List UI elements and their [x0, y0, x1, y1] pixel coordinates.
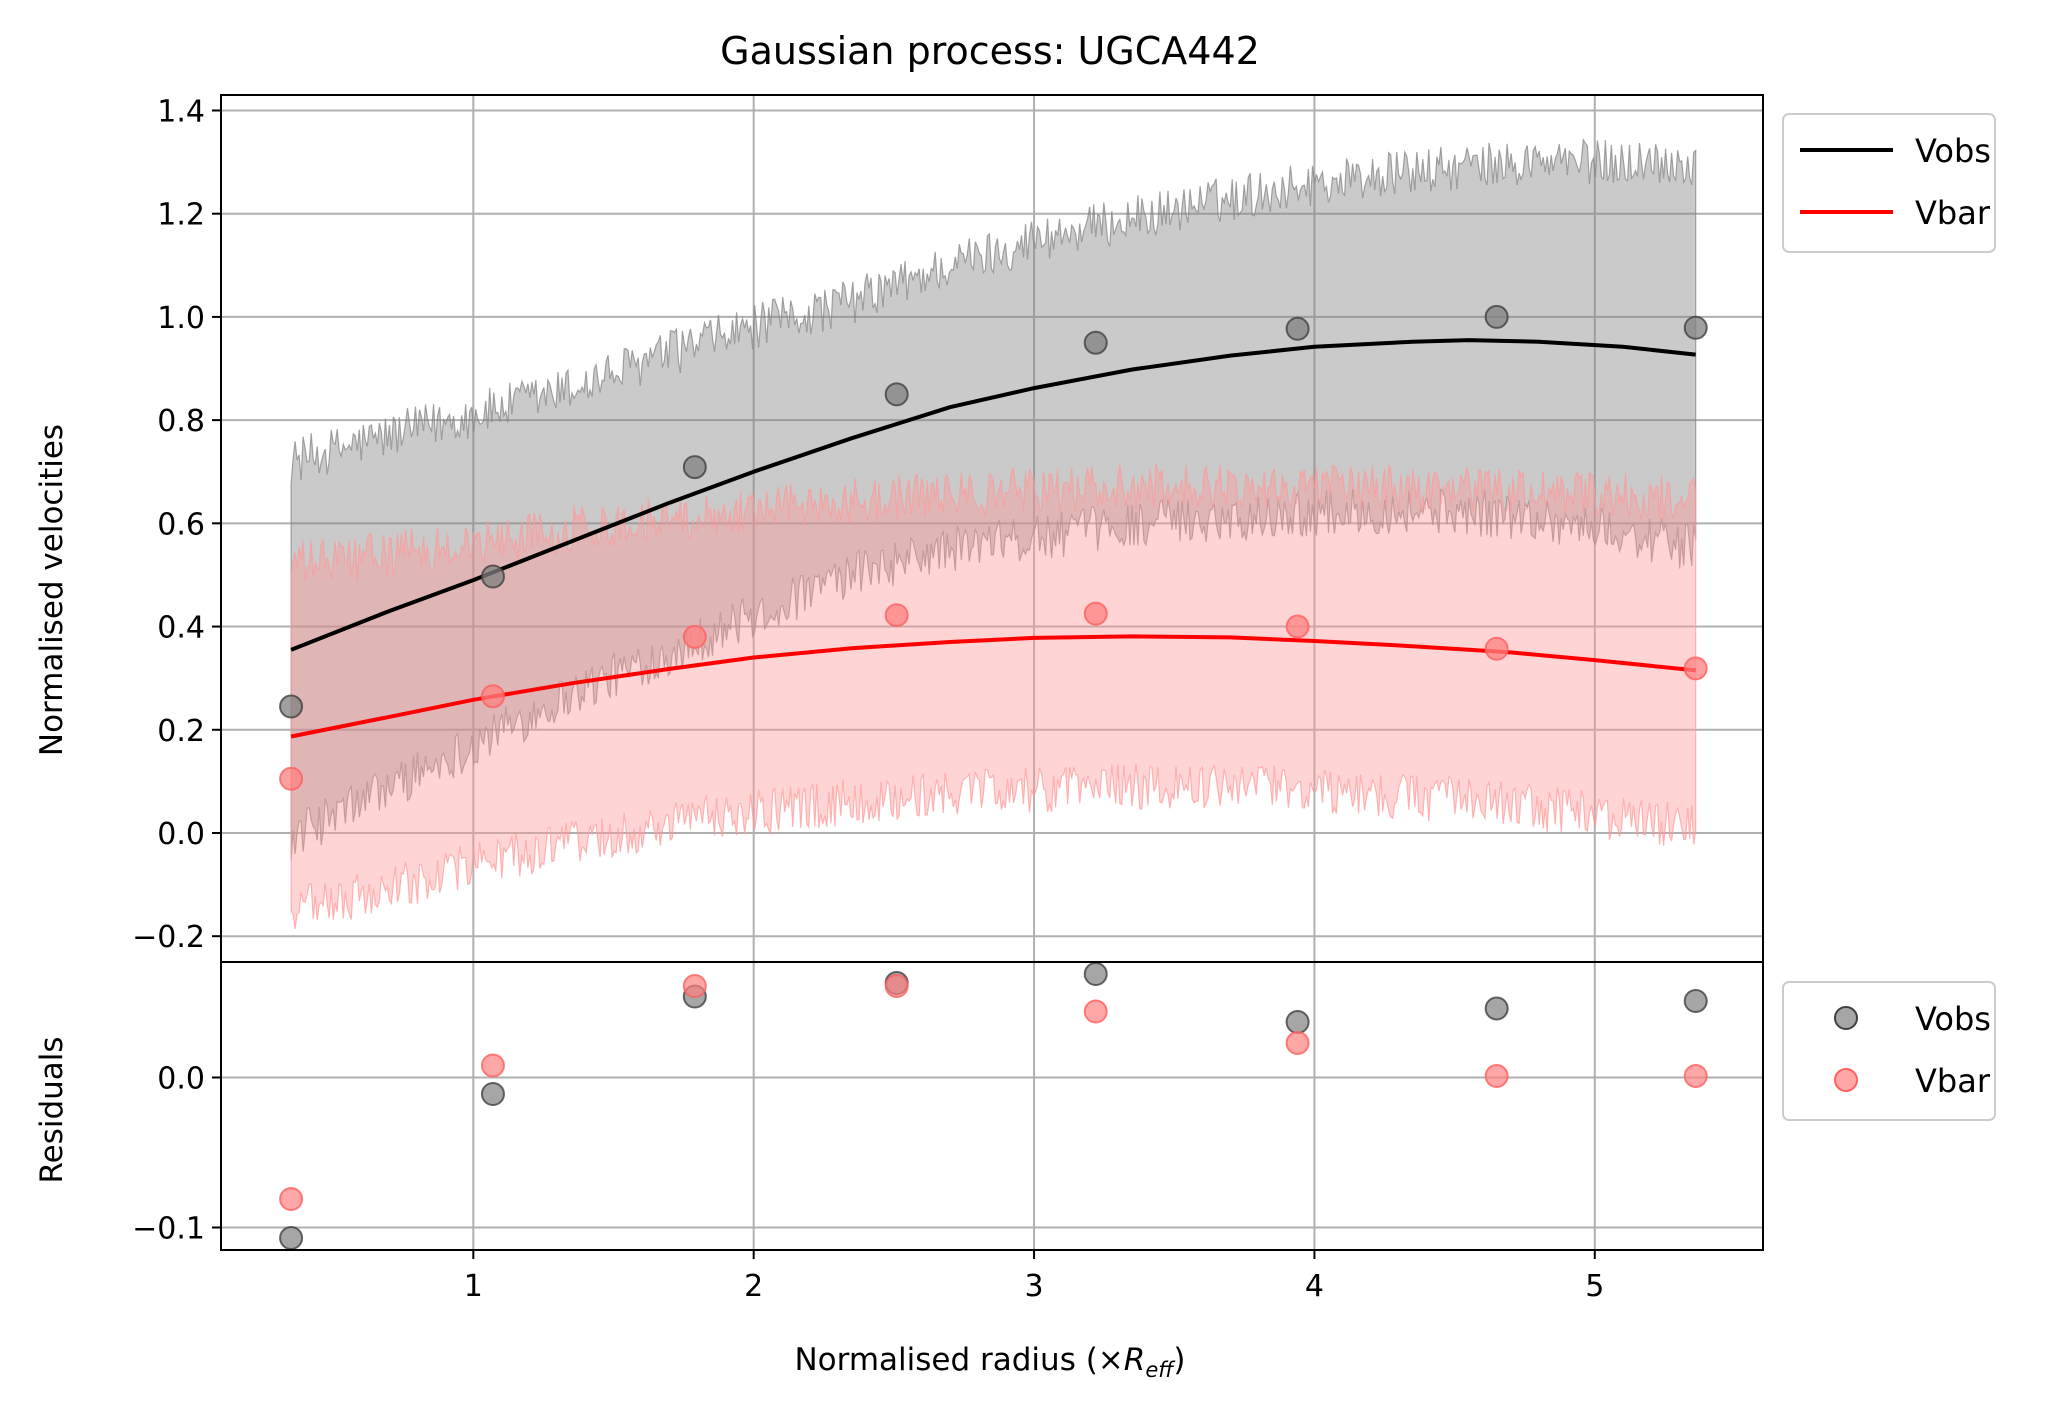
x-axis-label-text: Normalised radius (× [794, 1342, 1123, 1378]
main-y-tick-label: 0.0 [157, 817, 205, 852]
residuals-y-tick-label: −0.1 [132, 1212, 205, 1247]
x-axis-label: Normalised radius (×Reff) [794, 1342, 1185, 1382]
vobs-data-point [480, 564, 505, 589]
residuals-y-tick-label: 0.0 [157, 1062, 205, 1097]
main-bands [290, 137, 1697, 929]
vobs-residual-point [279, 1226, 304, 1250]
vbar-mean-line [290, 634, 1696, 739]
vobs-data-point [682, 455, 707, 480]
vobs-data-point [1083, 330, 1108, 355]
residuals-panel: −0.1 0.0 1 2 3 4 5 [132, 961, 1764, 1304]
main-y-tick-label: −0.2 [132, 920, 205, 955]
vobs-residual-point [1683, 989, 1708, 1013]
vobs-data-point [1285, 316, 1310, 341]
vobs-residual-point [1484, 996, 1509, 1021]
x-axis-label-close: ) [1173, 1342, 1185, 1378]
vbar-confidence-band [290, 463, 1697, 929]
vbar-legend-label: Vbar [1915, 194, 1991, 232]
vbar-residual-point [1683, 1064, 1708, 1088]
vobs-legend-label: Vobs [1915, 132, 1991, 170]
vobs-residual-point [1285, 1010, 1310, 1034]
vobs-legend-label: Vobs [1915, 1000, 1991, 1038]
vbar-legend-marker [1834, 1068, 1858, 1092]
main-y-axis-label: Normalised velocities [34, 424, 70, 756]
main-y-tick-label: 1.4 [157, 94, 205, 129]
vobs-residual-point [480, 1082, 505, 1106]
x-tick-label: 3 [1025, 1269, 1044, 1304]
vbar-residual-point [682, 974, 707, 998]
vobs-data-point [279, 694, 304, 719]
x-tick-label: 5 [1585, 1269, 1604, 1304]
vbar-residual-point [884, 974, 909, 998]
residuals-grid [221, 962, 1763, 1250]
vobs-data-point [1683, 315, 1708, 340]
vobs-data-point [1484, 304, 1509, 329]
residuals-y-axis-label: Residuals [34, 1036, 70, 1183]
vbar-residual-point [1285, 1031, 1310, 1055]
vbar-residual-point [480, 1053, 505, 1078]
vbar-data-point [279, 766, 304, 791]
x-axis-label-subscript: eff [1145, 1358, 1176, 1382]
vobs-data-point [884, 382, 909, 407]
chart-title: Gaussian process: UGCA442 [720, 29, 1260, 73]
vbar-legend-label: Vbar [1915, 1062, 1991, 1100]
vbar-data-point [1285, 614, 1310, 639]
vbar-data-point [480, 684, 505, 709]
main-y-tick-label: 1.2 [157, 198, 205, 233]
x-tick-label: 1 [464, 1269, 483, 1304]
vbar-residual-point [279, 1187, 304, 1211]
x-tick-label: 2 [744, 1269, 763, 1304]
vbar-residual-point [1083, 999, 1108, 1024]
vbar-data-point [884, 603, 909, 628]
vobs-legend-marker [1834, 1006, 1858, 1030]
vbar-residual-point [1484, 1064, 1509, 1088]
main-y-tick-label: 0.2 [157, 714, 205, 749]
vbar-data-point [1683, 656, 1708, 681]
main-y-tick-label: 0.8 [157, 404, 205, 439]
vbar-data-point [1484, 636, 1509, 661]
main-y-tick-label: 1.0 [157, 301, 205, 336]
x-tick-label: 4 [1305, 1269, 1324, 1304]
residuals-axes-frame [220, 961, 1764, 1251]
residuals-legend: Vobs Vbar [1782, 981, 1996, 1121]
vobs-mean-line [290, 338, 1696, 652]
main-panel: −0.2 0.0 0.2 0.4 0.6 0.8 1.0 1.2 1.4 [132, 94, 1764, 963]
x-axis-label-math: R [1124, 1342, 1146, 1378]
main-legend: Vobs Vbar [1782, 113, 1996, 253]
vbar-data-point [682, 624, 707, 649]
main-y-tick-label: 0.6 [157, 507, 205, 542]
vobs-residual-point [1083, 962, 1108, 986]
main-y-tick-label: 0.4 [157, 611, 205, 646]
vbar-data-point [1083, 601, 1108, 626]
